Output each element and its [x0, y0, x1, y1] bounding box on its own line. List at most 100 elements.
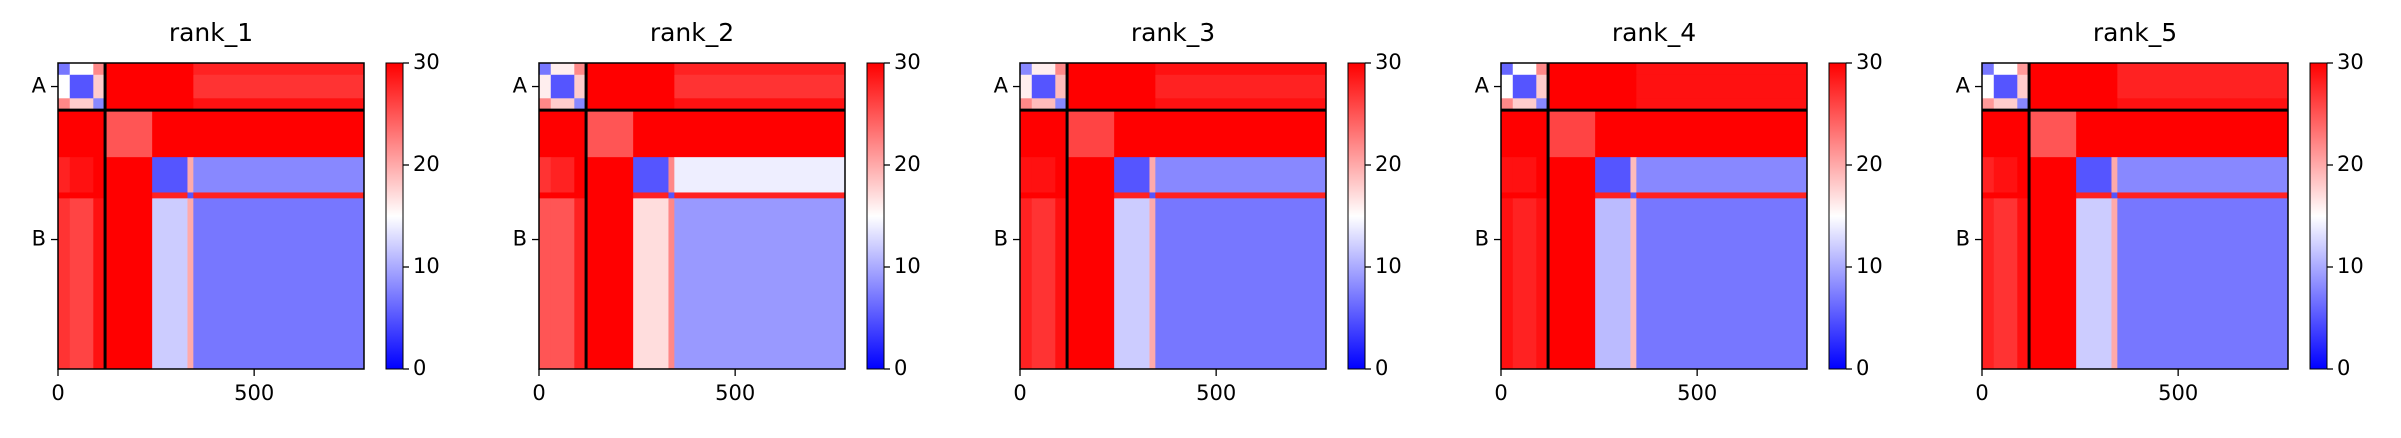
heatmap-cell: [187, 98, 194, 111]
heatmap-cell: [1055, 74, 1068, 99]
heatmap-cell: [586, 157, 634, 193]
heatmap-cell: [1149, 110, 1156, 158]
heatmap-cell: [1155, 157, 1327, 193]
heatmap-cell: [1149, 198, 1156, 370]
heatmap-cell: [1630, 198, 1637, 370]
heatmap-cell: [668, 198, 675, 370]
x-tick-label: 0: [1975, 381, 1988, 405]
heatmap-cell: [1982, 98, 1995, 111]
heatmap-cell: [2029, 110, 2077, 158]
heatmap-cell: [2111, 192, 2118, 199]
heatmap-cell: [550, 198, 575, 370]
heatmap-cell: [93, 74, 106, 99]
colorbar: [1829, 63, 1846, 369]
heatmap-cell: [69, 110, 94, 158]
plot-frame: [57, 62, 365, 370]
x-tick-label: 500: [234, 381, 274, 405]
heatmap-cell: [1630, 74, 1637, 99]
heatmap-cell: [1149, 74, 1156, 99]
heatmap-cell: [2111, 74, 2118, 99]
heatmap-cell: [1155, 110, 1327, 158]
heatmap-cell: [1536, 74, 1549, 99]
heatmap-cell: [539, 110, 552, 158]
heatmap-cell: [187, 63, 194, 76]
heatmap-cell: [1595, 157, 1631, 193]
heatmap-cell: [1536, 192, 1549, 199]
heatmap-cell: [2117, 98, 2289, 111]
heatmap-cell: [1536, 157, 1549, 193]
heatmap-cell: [1548, 98, 1596, 111]
heatmap-cell: [1993, 157, 2018, 193]
heatmap-cell: [105, 110, 153, 158]
heatmap-cell: [668, 157, 675, 193]
heatmap-cell: [668, 98, 675, 111]
heatmap-cell: [574, 74, 587, 99]
heatmap-cell: [539, 63, 552, 76]
heatmap-cell: [586, 110, 634, 158]
colorbar-tick-label: 0: [1375, 356, 1388, 380]
colorbar-frame: [866, 62, 885, 370]
x-tick-label: 500: [2158, 381, 2198, 405]
y-tick-label: B: [32, 227, 46, 251]
heatmap-cell: [58, 157, 71, 193]
heatmap-cell: [58, 74, 71, 99]
heatmap-cell: [69, 198, 94, 370]
heatmap-cell: [574, 63, 587, 76]
x-tick-label: 0: [1494, 381, 1507, 405]
colorbar-tick-label: 20: [2337, 152, 2364, 176]
heatmap-cell: [1512, 98, 1537, 111]
x-tick-label: 0: [1013, 381, 1026, 405]
heatmap-cell: [633, 98, 669, 111]
heatmap-cell: [1595, 74, 1631, 99]
heatmap-cell: [1630, 192, 1637, 199]
heatmap-cell: [58, 98, 71, 111]
heatmap-cell: [633, 198, 669, 370]
heatmap-cell: [1149, 192, 1156, 199]
heatmap-cell: [550, 63, 575, 76]
heatmap-cell: [2017, 192, 2030, 199]
heatmap-cell: [69, 157, 94, 193]
heatmap-cell: [93, 110, 106, 158]
heatmap-cell: [674, 74, 846, 99]
heatmap-cell: [633, 74, 669, 99]
heatmap-cell: [550, 157, 575, 193]
heatmap-cell: [93, 63, 106, 76]
heatmap-cell: [1548, 198, 1596, 370]
heatmap-cell: [1982, 198, 1995, 370]
heatmap-cell: [574, 110, 587, 158]
heatmap-cell: [633, 63, 669, 76]
heatmap-cell: [1993, 98, 2018, 111]
heatmap-cell: [2117, 192, 2289, 199]
heatmap-cell: [2076, 157, 2112, 193]
heatmap-cell: [1501, 192, 1514, 199]
colorbar-tick-label: 30: [1375, 50, 1402, 74]
heatmap-cell: [674, 110, 846, 158]
heatmap-cell: [668, 192, 675, 199]
heatmap-cell: [2029, 98, 2077, 111]
heatmap-cell: [574, 198, 587, 370]
panel-title: rank_3: [1131, 18, 1215, 47]
heatmap-cell: [187, 74, 194, 99]
heatmap-cell: [550, 74, 575, 99]
heatmap-cell: [1993, 110, 2018, 158]
y-tick-label: B: [1475, 227, 1489, 251]
heatmap-cell: [1055, 192, 1068, 199]
colorbar-tick-label: 10: [1856, 254, 1883, 278]
panel-title: rank_1: [169, 18, 253, 47]
colorbar-frame: [1347, 62, 1366, 370]
heatmap-cell: [1149, 98, 1156, 111]
heatmap-cell: [152, 198, 188, 370]
heatmap-cell: [2017, 110, 2030, 158]
colorbar-tick-label: 0: [413, 356, 426, 380]
heatmap-cell: [69, 98, 94, 111]
heatmap-cell: [674, 192, 846, 199]
heatmap-cell: [1548, 192, 1596, 199]
heatmap-cell: [1031, 110, 1056, 158]
heatmap-cell: [187, 157, 194, 193]
heatmap-cell: [1982, 63, 1995, 76]
heatmap-cell: [1501, 157, 1514, 193]
heatmap-cell: [93, 192, 106, 199]
heatmap-cell: [105, 74, 153, 99]
heatmap-cell: [105, 198, 153, 370]
heatmap-cell: [633, 110, 669, 158]
